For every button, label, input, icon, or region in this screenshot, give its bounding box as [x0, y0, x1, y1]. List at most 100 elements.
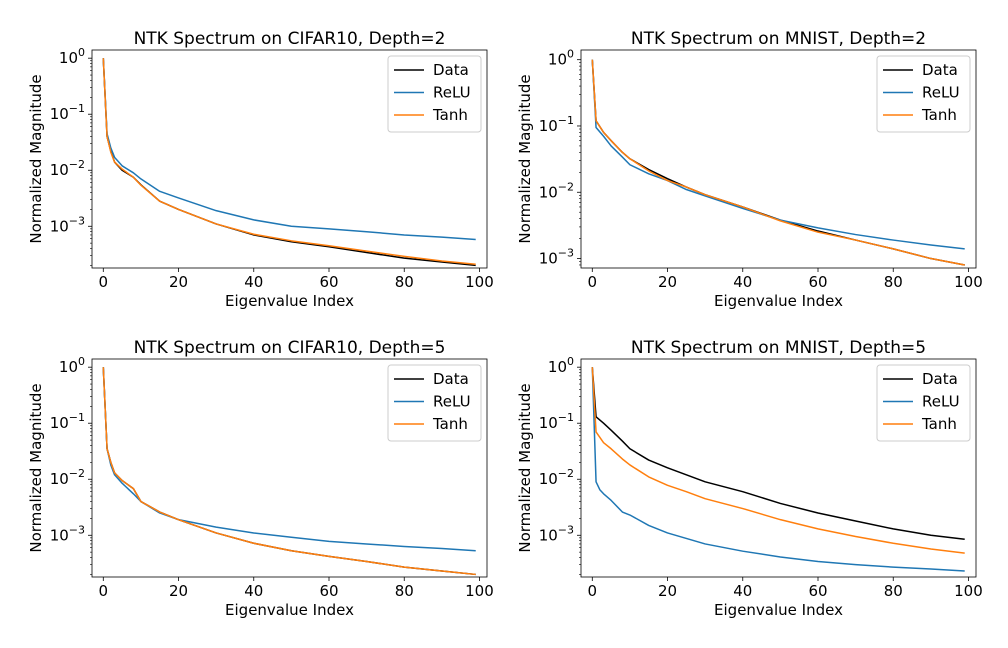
series-line-relu [591, 59, 965, 250]
legend-label: Tanh [432, 106, 468, 124]
legend-box [876, 364, 971, 442]
y-tick-label: 10−1 [50, 411, 85, 432]
legend: Data ReLU Tanh [876, 364, 971, 442]
legend-box [387, 364, 482, 442]
y-tick-exponent: 0 [78, 355, 85, 368]
legend-label: Data [922, 61, 958, 79]
y-tick-label: 10−3 [539, 523, 574, 544]
y-tick-label: 100 [548, 48, 574, 69]
y-tick-exponent: −3 [69, 214, 85, 227]
y-tick-exponent: −1 [69, 411, 85, 424]
y-tick-base: 10 [50, 526, 69, 544]
legend-box [387, 55, 482, 133]
subplot-1: NTK Spectrum on CIFAR10, Depth=2 0 20 40 60 8… [27, 29, 494, 310]
y-tick-label: 10−2 [539, 467, 574, 488]
x-tick-label: 100 [465, 273, 494, 291]
y-axis-label: Normalized Magnitude [516, 74, 534, 243]
y-tick-exponent: −2 [69, 158, 85, 171]
x-tick-label: 100 [954, 273, 983, 291]
y-tick-base: 10 [50, 161, 69, 179]
x-tick-label: 40 [244, 273, 263, 291]
y-tick-base: 10 [548, 51, 567, 69]
legend: Data ReLU Tanh [876, 55, 971, 133]
y-tick-exponent: −3 [69, 523, 85, 536]
axes-frame [91, 49, 488, 269]
y-tick-exponent: 0 [567, 355, 574, 368]
series-line-tanh [591, 59, 965, 266]
series-group [591, 367, 965, 572]
x-tick-label: 80 [395, 582, 414, 600]
y-axis-label: Normalized Magnitude [27, 74, 45, 243]
x-tick-label: 0 [588, 273, 598, 291]
legend-label: Data [922, 370, 958, 388]
legend-box [876, 55, 971, 133]
x-tick-label: 60 [808, 582, 827, 600]
y-tick-base: 10 [539, 250, 558, 268]
y-tick-label: 10−2 [50, 158, 85, 179]
x-tick-label: 20 [169, 273, 188, 291]
series-group [591, 59, 965, 266]
subplot-3: NTK Spectrum on CIFAR10, Depth=5 0 20 40 60 8… [27, 338, 494, 619]
y-tick-exponent: −1 [69, 102, 85, 115]
y-tick-label: 10−1 [539, 114, 574, 135]
legend: Data ReLU Tanh [387, 55, 482, 133]
x-axis-label: Eigenvalue Index [714, 292, 843, 310]
subplot-2: NTK Spectrum on MNIST, Depth=2 0 20 40 60 80 1… [516, 29, 983, 310]
y-axis-label: Normalized Magnitude [516, 383, 534, 552]
y-tick-base: 10 [539, 414, 558, 432]
chart-title: NTK Spectrum on MNIST, Depth=5 [631, 338, 926, 358]
y-tick-base: 10 [59, 358, 78, 376]
y-tick-base: 10 [59, 49, 78, 67]
y-tick-base: 10 [539, 183, 558, 201]
y-tick-label: 10−3 [50, 214, 85, 235]
x-axis-label: Eigenvalue Index [225, 601, 354, 619]
y-tick-base: 10 [50, 105, 69, 123]
x-tick-label: 0 [99, 582, 109, 600]
x-tick-label: 0 [99, 273, 109, 291]
x-tick-label: 100 [465, 582, 494, 600]
legend-label: ReLU [433, 84, 471, 102]
y-tick-exponent: −2 [69, 467, 85, 480]
series-group [102, 58, 476, 267]
legend: Data ReLU Tanh [387, 364, 482, 442]
x-tick-label: 100 [954, 582, 983, 600]
series-line-data [591, 367, 965, 540]
y-tick-label: 10−2 [50, 467, 85, 488]
legend-label: Tanh [432, 415, 468, 433]
y-tick-base: 10 [539, 526, 558, 544]
x-tick-label: 20 [658, 273, 677, 291]
chart-title: NTK Spectrum on CIFAR10, Depth=5 [134, 338, 446, 358]
legend-label: Data [433, 61, 469, 79]
y-tick-base: 10 [50, 217, 69, 235]
series-line-tanh [591, 367, 965, 554]
y-tick-exponent: −2 [558, 467, 574, 480]
x-tick-label: 80 [884, 582, 903, 600]
x-tick-label: 60 [808, 273, 827, 291]
y-tick-exponent: 0 [567, 48, 574, 61]
chart-title: NTK Spectrum on MNIST, Depth=2 [631, 29, 926, 49]
x-axis-label: Eigenvalue Index [714, 601, 843, 619]
series-line-tanh [102, 58, 476, 265]
y-tick-exponent: 0 [78, 46, 85, 59]
axes-frame [580, 358, 977, 578]
y-tick-base: 10 [50, 414, 69, 432]
chart-title: NTK Spectrum on CIFAR10, Depth=2 [134, 29, 446, 49]
axes-frame [580, 49, 977, 269]
x-tick-label: 20 [169, 582, 188, 600]
y-tick-label: 10−3 [50, 523, 85, 544]
legend-label: ReLU [922, 84, 960, 102]
y-tick-label: 100 [59, 46, 85, 67]
legend-label: Tanh [921, 106, 957, 124]
y-tick-exponent: −2 [558, 180, 574, 193]
y-tick-label: 100 [59, 355, 85, 376]
x-tick-label: 20 [658, 582, 677, 600]
y-tick-base: 10 [539, 470, 558, 488]
x-tick-label: 80 [884, 273, 903, 291]
y-tick-exponent: −3 [558, 247, 574, 260]
x-tick-label: 0 [588, 582, 598, 600]
y-tick-exponent: −1 [558, 411, 574, 424]
series-line-relu [102, 58, 476, 241]
y-tick-label: 10−1 [50, 102, 85, 123]
x-tick-label: 60 [319, 273, 338, 291]
